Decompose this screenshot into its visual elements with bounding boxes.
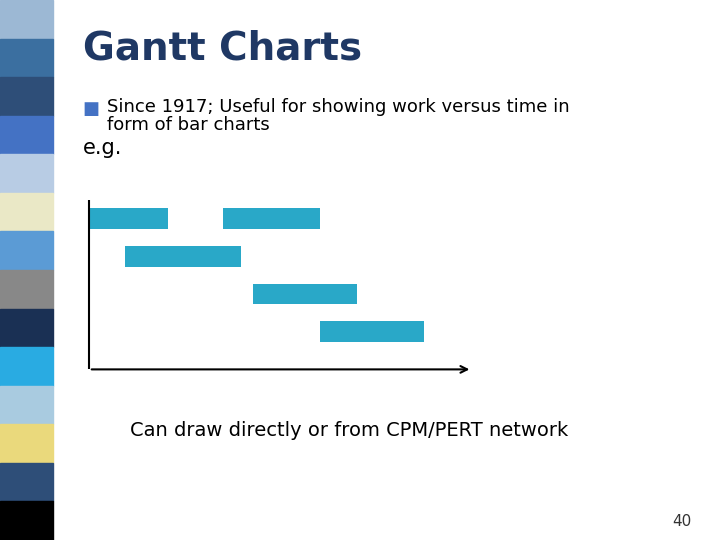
Text: Since 1917; Useful for showing work versus time in: Since 1917; Useful for showing work vers… [107,98,570,116]
Text: form of bar charts: form of bar charts [107,116,269,134]
Text: Can draw directly or from CPM/PERT network: Can draw directly or from CPM/PERT netwo… [130,421,568,440]
Bar [253,284,356,305]
Text: Gantt Charts: Gantt Charts [83,30,362,68]
Text: ■: ■ [83,100,100,118]
Text: 40: 40 [672,514,691,529]
Bar [125,246,241,267]
Text: e.g.: e.g. [83,138,122,158]
Bar [222,208,320,229]
Bar [320,321,423,342]
Bar [89,208,168,229]
